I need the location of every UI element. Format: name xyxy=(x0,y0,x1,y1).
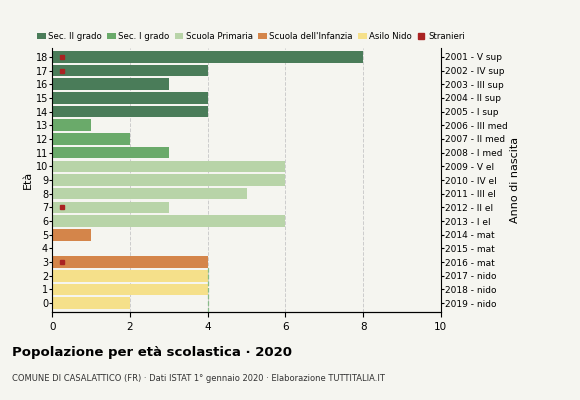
Bar xyxy=(52,92,208,104)
Bar xyxy=(52,256,208,268)
Bar xyxy=(52,147,169,158)
Bar xyxy=(52,270,208,282)
Bar xyxy=(52,120,91,131)
Bar xyxy=(52,229,91,240)
Text: COMUNE DI CASALATTICO (FR) · Dati ISTAT 1° gennaio 2020 · Elaborazione TUTTITALI: COMUNE DI CASALATTICO (FR) · Dati ISTAT … xyxy=(12,374,385,383)
Bar xyxy=(52,78,169,90)
Text: Popolazione per età scolastica · 2020: Popolazione per età scolastica · 2020 xyxy=(12,346,292,359)
Y-axis label: Anno di nascita: Anno di nascita xyxy=(510,137,520,223)
Bar xyxy=(52,202,169,213)
Bar xyxy=(52,215,285,227)
Legend: Sec. II grado, Sec. I grado, Scuola Primaria, Scuola dell'Infanzia, Asilo Nido, : Sec. II grado, Sec. I grado, Scuola Prim… xyxy=(37,32,465,41)
Bar xyxy=(52,297,130,309)
Bar xyxy=(52,133,130,145)
Bar xyxy=(52,188,246,200)
Bar xyxy=(52,174,285,186)
Bar xyxy=(52,284,208,295)
Y-axis label: Età: Età xyxy=(23,171,33,189)
Bar xyxy=(52,106,208,118)
Bar xyxy=(52,65,208,76)
Bar xyxy=(52,160,285,172)
Bar xyxy=(52,51,363,63)
